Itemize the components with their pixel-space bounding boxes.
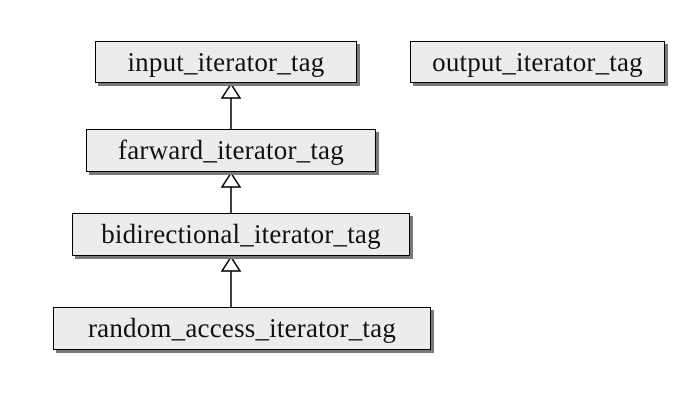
inheritance-arrowhead: [220, 171, 242, 188]
inheritance-arrowhead: [220, 255, 242, 272]
node-label: input_iterator_tag: [127, 46, 325, 77]
node-label: farward_iterator_tag: [118, 135, 344, 165]
node-label: bidirectional_iterator_tag: [101, 219, 381, 249]
node-bidirectional-iterator-tag: bidirectional_iterator_tag: [72, 213, 410, 256]
node-input-iterator-tag: input_iterator_tag: [95, 41, 357, 83]
node-label: random_access_iterator_tag: [87, 313, 397, 343]
node-output-iterator-tag: output_iterator_tag: [410, 41, 665, 83]
node-random-access-iterator-tag: random_access_iterator_tag: [53, 307, 431, 350]
inheritance-arrowhead: [220, 82, 242, 99]
node-label: output_iterator_tag: [432, 46, 643, 77]
node-forward-iterator-tag: farward_iterator_tag: [86, 129, 376, 172]
